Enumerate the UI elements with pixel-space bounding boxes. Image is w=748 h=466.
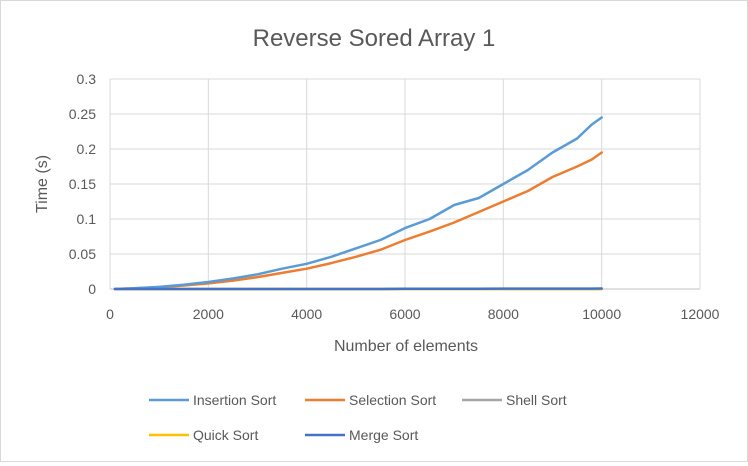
x-tick-label: 10000: [582, 306, 621, 322]
y-tick-label: 0.2: [77, 141, 97, 157]
x-axis-title: Number of elements: [334, 338, 478, 355]
legend-label: Shell Sort: [506, 392, 567, 408]
x-tick-label: 8000: [488, 306, 519, 322]
y-tick-label: 0.25: [69, 106, 96, 122]
legend-label: Insertion Sort: [193, 392, 276, 408]
x-tick-label: 6000: [389, 306, 420, 322]
legend-label: Merge Sort: [349, 427, 418, 443]
chart-title: Reverse Sored Array 1: [253, 25, 496, 52]
series-line-insertion-sort: [113, 116, 603, 291]
legend-label: Selection Sort: [349, 392, 436, 408]
y-tick-label: 0.3: [77, 71, 97, 87]
series-line-merge-sort: [113, 287, 603, 291]
x-tick-label: 2000: [193, 306, 224, 322]
x-tick-label: 0: [106, 306, 114, 322]
legend-label: Quick Sort: [193, 427, 258, 443]
gridlines: [109, 78, 701, 290]
y-tick-label: 0.05: [69, 246, 96, 262]
x-tick-label: 4000: [291, 306, 322, 322]
x-tick-label: 12000: [681, 306, 720, 322]
x-axis-ticks: 0 2000 4000 6000 8000 10000 12000: [106, 306, 720, 322]
y-tick-label: 0.1: [77, 211, 97, 227]
y-tick-label: 0: [88, 281, 96, 297]
y-tick-label: 0.15: [69, 176, 96, 192]
legend: Insertion Sort Selection Sort Shell Sort Qu…: [149, 392, 567, 443]
y-axis-title: Time (s): [34, 155, 51, 213]
y-axis-ticks: 0 0.05 0.1 0.15 0.2 0.25 0.3: [69, 71, 96, 297]
series-line-selection-sort: [113, 151, 603, 291]
plot-series: [113, 116, 603, 291]
